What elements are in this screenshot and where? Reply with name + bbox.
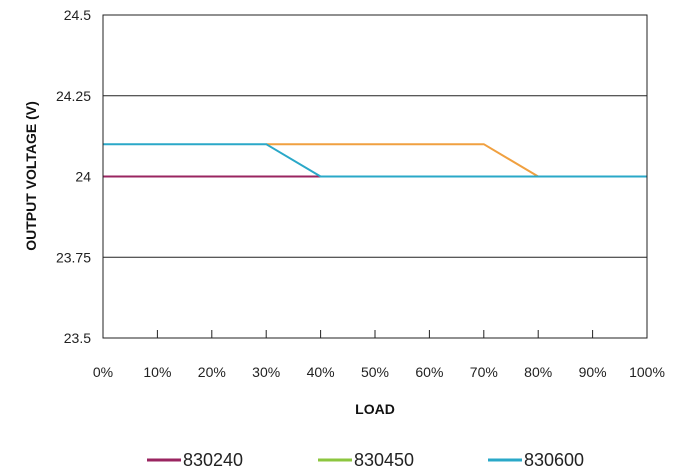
y-axis-tick-labels: 23.5 23.75 24 24.25 24.5 [56, 7, 91, 346]
x-tick-label: 70% [470, 364, 498, 380]
series-line-830450 [266, 143, 647, 178]
series-lines [103, 143, 647, 178]
x-tick-label: 100% [629, 364, 665, 380]
legend-label-830240: 830240 [183, 450, 243, 470]
x-tick-label: 20% [198, 364, 226, 380]
y-tick-label: 24.5 [64, 7, 91, 23]
y-tick-label: 23.75 [56, 249, 91, 265]
x-tick-label: 30% [252, 364, 280, 380]
y-tick-label: 23.5 [64, 330, 91, 346]
x-tick-label: 60% [415, 364, 443, 380]
x-tick-label: 0% [93, 364, 113, 380]
x-tick-label: 80% [524, 364, 552, 380]
x-tick-label: 90% [579, 364, 607, 380]
series-line-830600 [103, 143, 647, 178]
y-axis-title: OUTPUT VOLTAGE (V) [23, 101, 39, 251]
x-tick-label: 50% [361, 364, 389, 380]
legend: 830240 830450 830600 [147, 450, 584, 470]
legend-label-830450: 830450 [354, 450, 414, 470]
y-tick-label: 24.25 [56, 88, 91, 104]
x-tick-label: 40% [307, 364, 335, 380]
legend-label-830600: 830600 [524, 450, 584, 470]
x-axis-tick-marks [102, 330, 648, 338]
x-axis-title: LOAD [355, 401, 395, 417]
x-tick-label: 10% [143, 364, 171, 380]
y-tick-label: 24 [75, 169, 91, 185]
x-axis-tick-labels: 0% 10% 20% 30% 40% 50% 60% 70% 80% 90% 100% [93, 364, 665, 380]
